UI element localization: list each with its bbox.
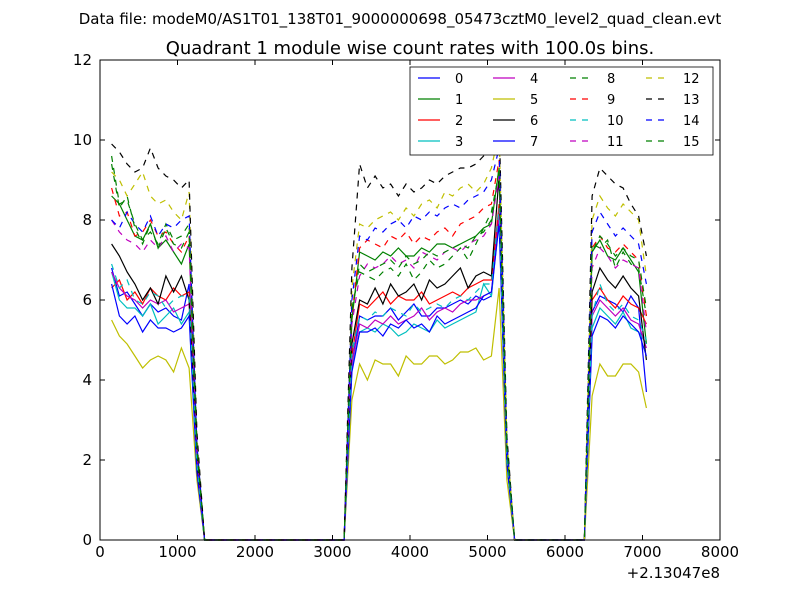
x-offset-label: +2.13047e8 bbox=[627, 564, 720, 582]
series-line-8 bbox=[111, 155, 647, 541]
legend-label-9: 9 bbox=[607, 93, 615, 108]
x-tick-label: 6000 bbox=[546, 543, 584, 561]
series-lines bbox=[111, 118, 647, 541]
x-tick-label: 1000 bbox=[158, 543, 196, 561]
legend-label-1: 1 bbox=[455, 93, 463, 108]
y-tick-label: 0 bbox=[82, 531, 92, 549]
y-tick-label: 8 bbox=[82, 211, 92, 229]
figure-suptitle: Data file: modeM0/AS1T01_138T01_90000006… bbox=[79, 10, 722, 29]
legend-label-0: 0 bbox=[455, 72, 463, 87]
x-tick-label: 8000 bbox=[701, 543, 739, 561]
chart-title: Quadrant 1 module wise count rates with … bbox=[166, 38, 655, 59]
legend-frame bbox=[409, 66, 714, 156]
legend-label-15: 15 bbox=[683, 135, 700, 150]
x-tick-label: 0 bbox=[95, 543, 105, 561]
x-tick-label: 7000 bbox=[623, 543, 661, 561]
y-tick-label: 6 bbox=[82, 291, 92, 309]
y-tick-label: 2 bbox=[82, 451, 92, 469]
legend-label-10: 10 bbox=[607, 114, 624, 129]
legend-label-6: 6 bbox=[530, 114, 538, 129]
x-tick-label: 2000 bbox=[236, 543, 274, 561]
legend-label-2: 2 bbox=[455, 114, 463, 129]
legend-label-5: 5 bbox=[530, 93, 538, 108]
y-tick-label: 12 bbox=[73, 51, 92, 69]
legend-label-12: 12 bbox=[683, 72, 700, 87]
x-tick-label: 3000 bbox=[313, 543, 351, 561]
x-tick-label: 5000 bbox=[468, 543, 506, 561]
legend-label-8: 8 bbox=[607, 72, 615, 87]
legend-label-7: 7 bbox=[530, 135, 538, 150]
y-tick-label: 10 bbox=[73, 131, 92, 149]
series-line-15 bbox=[111, 163, 647, 541]
legend-label-3: 3 bbox=[455, 135, 463, 150]
y-tick-label: 4 bbox=[82, 371, 92, 389]
legend-label-4: 4 bbox=[530, 72, 538, 87]
legend-label-13: 13 bbox=[683, 93, 700, 108]
axis-ticks: 0 1000 2000 3000 4000 5000 6000 7000 80000246810… bbox=[73, 51, 739, 561]
x-tick-label: 4000 bbox=[391, 543, 429, 561]
legend-label-14: 14 bbox=[683, 114, 700, 129]
series-line-13 bbox=[111, 118, 647, 541]
legend-label-11: 11 bbox=[607, 135, 624, 150]
